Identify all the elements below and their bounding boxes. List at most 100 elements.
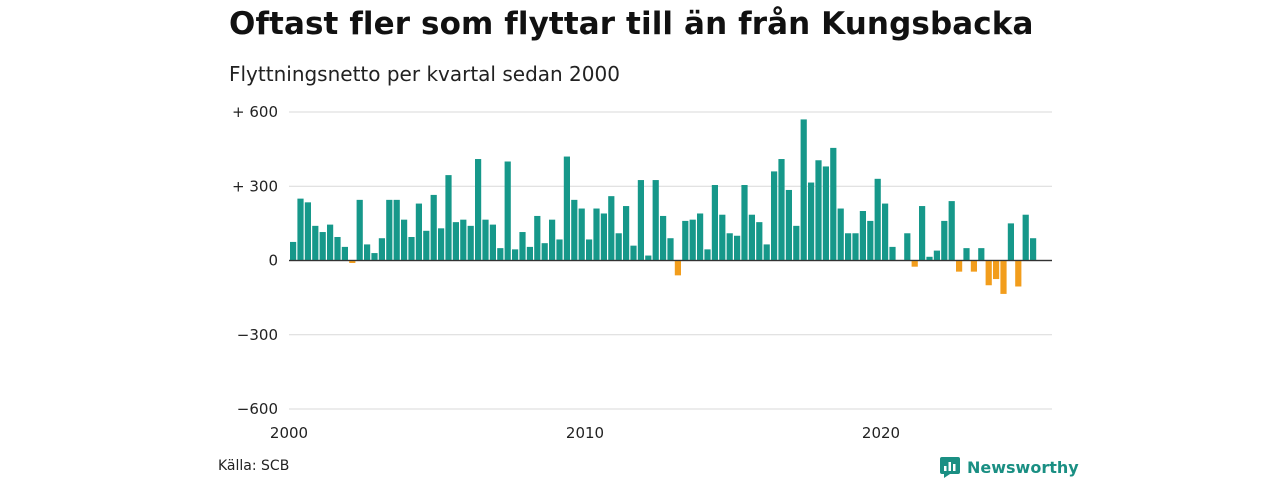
bar <box>830 147 837 261</box>
bar <box>645 255 652 261</box>
bar <box>637 180 644 261</box>
bar <box>401 219 408 261</box>
bar <box>519 232 526 261</box>
bar <box>430 194 437 261</box>
bar <box>460 219 467 261</box>
bar <box>415 203 422 261</box>
bar <box>356 199 363 261</box>
bar <box>586 239 593 261</box>
bar <box>423 230 430 261</box>
bar <box>341 246 348 261</box>
bar <box>674 260 681 276</box>
bar <box>785 189 792 261</box>
bar <box>800 119 807 261</box>
bar <box>867 220 874 261</box>
bar <box>327 224 334 261</box>
bar <box>993 260 1000 280</box>
bar <box>526 246 533 261</box>
bar <box>763 244 770 261</box>
chart-subtitle: Flyttningsnetto per kvartal sedan 2000 <box>229 62 620 86</box>
bar <box>741 185 748 261</box>
bar <box>482 219 489 261</box>
bar <box>489 224 496 261</box>
x-tick-label: 2020 <box>862 424 900 442</box>
y-tick-label: + 300 <box>232 177 278 195</box>
bar <box>904 233 911 261</box>
bar <box>793 225 800 261</box>
chart-title: Oftast fler som flyttar till än från Kun… <box>229 6 1034 42</box>
bar <box>667 238 674 261</box>
bar <box>882 203 889 261</box>
bar <box>948 201 955 261</box>
bar <box>593 208 600 261</box>
bar <box>815 160 822 261</box>
bar <box>571 199 578 261</box>
bar <box>290 241 297 261</box>
bar <box>711 185 718 261</box>
bar <box>970 260 977 272</box>
bar-chart-logo-icon <box>940 457 960 478</box>
bar <box>682 220 689 261</box>
y-tick-label: −300 <box>237 326 278 344</box>
bar <box>985 260 992 286</box>
bar <box>748 214 755 261</box>
bar <box>378 238 385 261</box>
bar <box>726 233 733 261</box>
bar <box>623 206 630 261</box>
bar <box>534 215 541 261</box>
bar <box>512 249 519 261</box>
bar <box>504 161 511 261</box>
bar <box>334 236 341 261</box>
brand-name: Newsworthy <box>967 457 1079 477</box>
bar <box>771 171 778 261</box>
bar <box>704 249 711 261</box>
x-tick-label: 2010 <box>566 424 604 442</box>
bar <box>578 208 585 261</box>
bar <box>297 198 304 261</box>
bar <box>963 248 970 261</box>
bar <box>467 225 474 261</box>
bar <box>497 248 504 261</box>
bar <box>1007 223 1014 261</box>
bar <box>941 220 948 261</box>
source-label: Källa: SCB <box>218 458 290 474</box>
bar <box>1000 260 1007 294</box>
bar <box>778 159 785 261</box>
bar <box>312 225 319 261</box>
bar <box>600 213 607 261</box>
bar <box>652 180 659 261</box>
bar <box>563 156 570 261</box>
bar <box>852 233 859 261</box>
bar <box>386 199 393 261</box>
y-tick-label: + 600 <box>232 103 278 121</box>
bar <box>874 178 881 261</box>
bar <box>556 239 563 261</box>
y-tick-label: −600 <box>237 400 278 418</box>
bar <box>845 233 852 261</box>
bar <box>719 214 726 261</box>
bar <box>445 175 452 261</box>
x-tick-label: 2000 <box>270 424 308 442</box>
bar <box>393 199 400 261</box>
bar <box>1015 260 1022 287</box>
bar <box>615 233 622 261</box>
bar <box>608 196 615 261</box>
bar <box>859 211 866 261</box>
bar <box>541 243 548 261</box>
bar <box>371 253 378 261</box>
bar <box>734 235 741 261</box>
bar <box>978 248 985 261</box>
bar <box>837 208 844 261</box>
bar <box>808 182 815 261</box>
bar <box>630 245 637 261</box>
bar <box>438 228 445 261</box>
bar <box>926 256 933 261</box>
bar <box>319 232 326 261</box>
bar <box>911 260 918 267</box>
y-tick-label: 0 <box>268 252 278 270</box>
bar <box>364 244 371 261</box>
bar <box>889 246 896 261</box>
bar <box>475 159 482 261</box>
bar <box>349 260 356 263</box>
